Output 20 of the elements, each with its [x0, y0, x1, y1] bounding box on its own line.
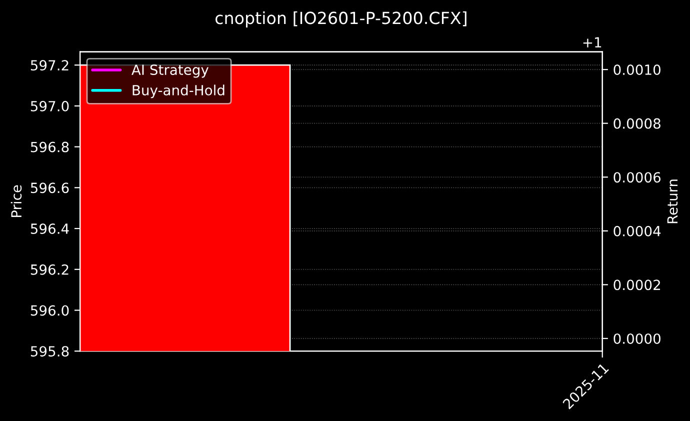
y2-tick-label: 0.0006	[614, 172, 661, 183]
y2-tick-label: 0.0004	[614, 226, 661, 236]
y2-tick-label: 0.0002	[614, 280, 660, 290]
y2-tick-label: 0.0008	[614, 118, 660, 129]
y-tick-label: 597.0	[30, 100, 69, 112]
y-tick-label: 596.0	[30, 305, 69, 316]
chart-title: cnoption [IO2601-P-5200.CFX]	[216, 11, 466, 28]
y2-axis-title: Return	[667, 180, 678, 224]
y2-tick-label: 0.0000	[614, 333, 660, 344]
legend-label: AI Strategy	[132, 64, 209, 78]
y-tick-label: 597.2	[30, 60, 68, 71]
y2-tick-label: 0.0010	[614, 64, 660, 76]
y-tick-label: 596.2	[30, 264, 68, 275]
y-axis-title: Price	[10, 185, 22, 218]
y-tick-label: 596.8	[30, 142, 69, 152]
legend-label: Buy-and-Hold	[132, 84, 224, 98]
text: +1	[583, 37, 602, 48]
y-tick-label: 595.8	[30, 346, 69, 357]
y-tick-label: 596.6	[30, 182, 69, 194]
y-tick-label: 596.4	[30, 223, 69, 234]
